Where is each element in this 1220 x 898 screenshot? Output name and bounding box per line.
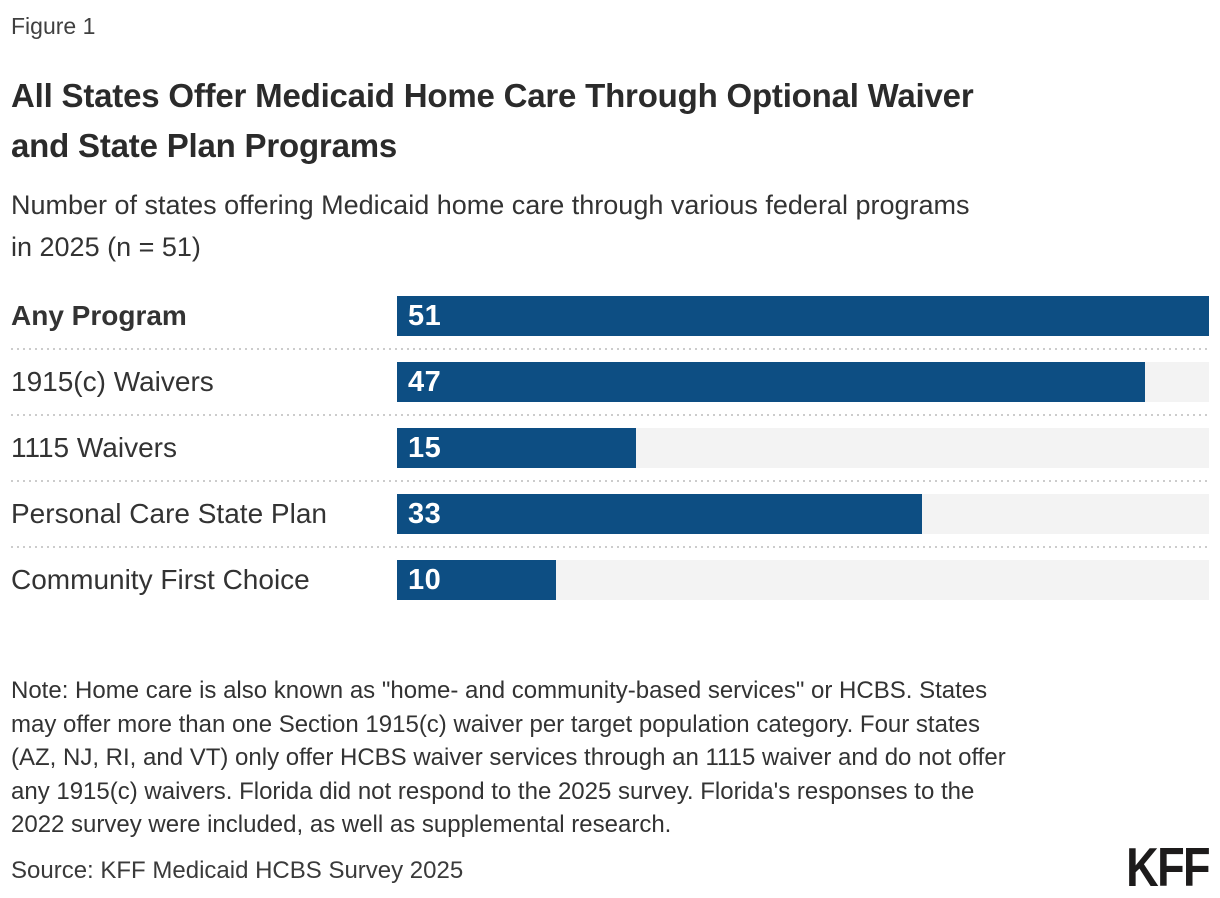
row-separator xyxy=(11,546,1209,548)
bar-track: 10 xyxy=(397,560,1209,600)
bar: 47 xyxy=(397,362,1146,402)
bar-track: 15 xyxy=(397,428,1209,468)
row-separator xyxy=(11,348,1209,350)
footer: Source: KFF Medicaid HCBS Survey 2025 KF… xyxy=(11,835,1211,898)
row-separator xyxy=(11,414,1209,416)
source-text: Source: KFF Medicaid HCBS Survey 2025 xyxy=(11,856,464,884)
bar-value-label: 51 xyxy=(408,299,442,332)
chart-title: All States Offer Medicaid Home Care Thro… xyxy=(11,77,974,164)
chart-subtitle: Number of states offering Medicaid home … xyxy=(11,190,970,262)
chart-row: 1915(c) Waivers 47 xyxy=(11,362,1209,402)
bar-value-label: 33 xyxy=(408,497,442,530)
bar: 15 xyxy=(397,428,636,468)
bar-track: 47 xyxy=(397,362,1209,402)
bar: 51 xyxy=(397,296,1209,336)
bar-track: 33 xyxy=(397,494,1209,534)
bar: 10 xyxy=(397,560,557,600)
category-label: Any Program xyxy=(11,300,187,331)
bar: 33 xyxy=(397,494,923,534)
bar-value-label: 47 xyxy=(408,365,442,398)
bar-track: 51 xyxy=(397,296,1209,336)
chart-row: Community First Choice 10 xyxy=(11,560,1209,600)
chart-row: 1115 Waivers 15 xyxy=(11,428,1209,468)
category-label: 1115 Waivers xyxy=(11,432,177,463)
category-label: 1915(c) Waivers xyxy=(11,366,214,397)
row-separator xyxy=(11,480,1209,482)
category-label: Community First Choice xyxy=(11,564,310,595)
chart-row: Personal Care State Plan 33 xyxy=(11,494,1209,534)
bar-chart: Any Program 51 1915(c) Waivers 47 1115 Waive… xyxy=(11,296,1209,600)
figure-label: Figure 1 xyxy=(11,13,96,39)
category-label: Personal Care State Plan xyxy=(11,498,327,529)
kff-logo: KFF xyxy=(1126,835,1210,898)
bar-value-label: 15 xyxy=(408,431,442,464)
note-text: Note: Home care is also known as "home- … xyxy=(11,677,1006,838)
bar-value-label: 10 xyxy=(408,563,442,596)
chart-row: Any Program 51 xyxy=(11,296,1209,336)
